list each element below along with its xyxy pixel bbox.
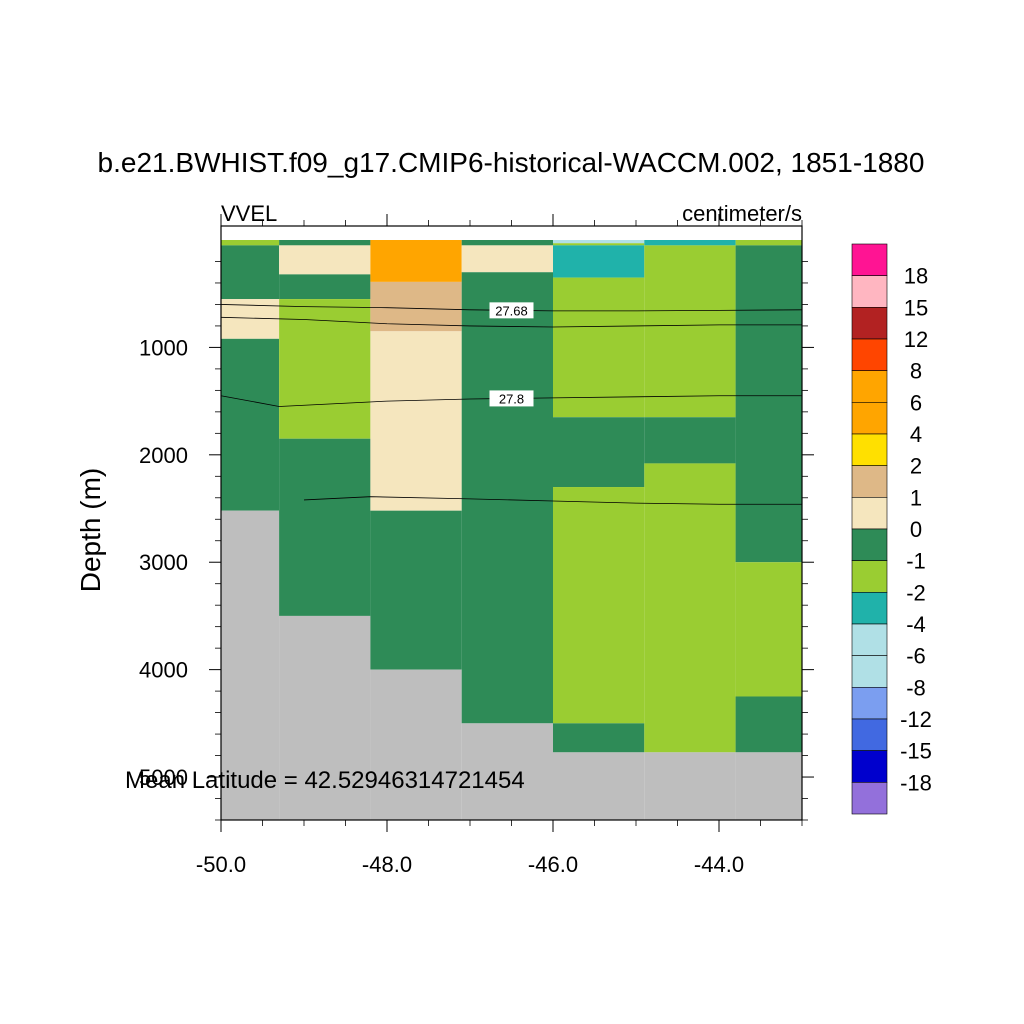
- heatmap-cell: [279, 274, 371, 300]
- colorbar-label: 6: [910, 390, 922, 415]
- land-mask: [279, 615, 371, 820]
- heatmap-cell: [279, 245, 371, 275]
- heatmap-cell: [644, 417, 736, 464]
- x-tick-label: -48.0: [362, 852, 412, 877]
- heatmap-cell: [221, 245, 280, 300]
- colorbar-swatch: [851, 687, 888, 720]
- heatmap-cell: [461, 245, 553, 273]
- land-mask: [461, 723, 553, 820]
- heatmap-cell: [735, 562, 802, 697]
- colorbar-swatch: [851, 655, 888, 688]
- colorbar-label: 4: [910, 422, 922, 447]
- colorbar-swatch: [851, 623, 888, 656]
- heatmap-cell: [553, 277, 645, 418]
- y-tick-label: 1000: [139, 335, 188, 360]
- x-tick-label: -46.0: [528, 852, 578, 877]
- colorbar-label: -12: [900, 707, 932, 732]
- contour-line: [220, 316, 802, 328]
- contour-label-bg: [489, 390, 534, 407]
- colorbar-label: -15: [900, 739, 932, 764]
- contour-lines: 27.68 27.8: [220, 302, 803, 505]
- heatmap-cell: [370, 510, 462, 670]
- colorbar-label: -8: [906, 675, 926, 700]
- y-tick-label: 3000: [139, 550, 188, 575]
- colorbar-label: -6: [906, 644, 926, 669]
- y-tick-label: 2000: [139, 443, 188, 468]
- colorbar-label: 15: [904, 295, 928, 320]
- heatmap-cell: [279, 240, 371, 246]
- heatmap-cell: [370, 331, 462, 511]
- land-mask: [553, 752, 645, 820]
- heatmap-cell: [461, 240, 553, 246]
- heatmap-cell: [461, 272, 553, 724]
- colorbar-label: 1: [910, 485, 922, 510]
- mean-latitude-annotation: Mean Latitude = 42.52946314721454: [125, 767, 525, 794]
- heatmap-cell: [370, 281, 462, 332]
- colorbar-swatch: [851, 307, 888, 340]
- colorbar-swatch: [851, 433, 888, 466]
- heatmap-cell: [370, 240, 462, 282]
- heatmap-cell: [644, 463, 736, 753]
- colorbar-swatch: [851, 275, 888, 308]
- colorbar: 18 15 12 8 6 4 2 1 0 -1 -2 -4 -6 -8 -12 -15 -18: [851, 243, 932, 815]
- colorbar-swatch: [851, 465, 888, 498]
- heatmap-cell: [735, 240, 802, 246]
- land-mask: [644, 752, 736, 820]
- y-axis-label: Depth (m): [75, 468, 106, 592]
- contour-label: 27.8: [499, 391, 524, 406]
- colorbar-swatch: [851, 497, 888, 530]
- colorbar-swatch: [851, 338, 888, 371]
- colorbar-label: -4: [906, 612, 926, 637]
- heatmap-cell: [735, 245, 802, 563]
- heatmap-cell: [279, 438, 371, 616]
- colorbar-swatch: [851, 718, 888, 751]
- colorbar-swatch: [851, 402, 888, 435]
- y-tick-label: 4000: [139, 658, 188, 683]
- colorbar-label: -1: [906, 549, 926, 574]
- heatmap-cell: [644, 245, 736, 418]
- contour-line: [303, 496, 802, 505]
- heatmap-cell: [644, 240, 736, 246]
- colorbar-label: -18: [900, 770, 932, 795]
- colorbar-swatch: [851, 370, 888, 403]
- plot-area: [221, 240, 802, 820]
- colorbar-swatch: [851, 528, 888, 561]
- right-string: centimeter/s: [682, 201, 802, 226]
- colorbar-label: 8: [910, 359, 922, 384]
- x-tick-label: -50.0: [196, 852, 246, 877]
- heatmap-cell: [553, 417, 645, 488]
- heatmap-cell: [553, 243, 645, 246]
- land-mask: [370, 669, 462, 820]
- colorbar-swatch: [851, 243, 888, 276]
- contour-label-bg: [489, 302, 534, 319]
- heatmap-cell: [553, 487, 645, 724]
- axes: -50.0 -48.0 -46.0 -44.0 1000 2000 3000 4000 5000: [139, 214, 814, 877]
- colorbar-label: 18: [904, 264, 928, 289]
- colorbar-label: 0: [910, 517, 922, 542]
- colorbar-label: 2: [910, 454, 922, 479]
- heatmap-cell: [553, 245, 645, 278]
- colorbar-label: -2: [906, 580, 926, 605]
- left-string: VVEL: [221, 201, 277, 226]
- heatmap-cell: [553, 723, 645, 753]
- heatmap-cell: [221, 338, 280, 511]
- colorbar-swatch: [851, 750, 888, 783]
- x-tick-label: -44.0: [694, 852, 744, 877]
- colorbar-swatch: [851, 592, 888, 625]
- land-mask: [735, 752, 802, 820]
- colorbar-label: 12: [904, 327, 928, 352]
- y-tick-label: 5000: [139, 765, 188, 790]
- heatmap-cell: [279, 299, 371, 439]
- contour-label: 27.68: [495, 303, 528, 318]
- heatmap-cell: [553, 240, 645, 244]
- colorbar-swatch: [851, 782, 888, 815]
- land-mask: [221, 510, 280, 820]
- colorbar-swatch: [851, 560, 888, 593]
- heatmap-cell: [735, 696, 802, 753]
- chart-title: b.e21.BWHIST.f09_g17.CMIP6-historical-WA…: [98, 147, 925, 178]
- heatmap-cell: [221, 240, 280, 246]
